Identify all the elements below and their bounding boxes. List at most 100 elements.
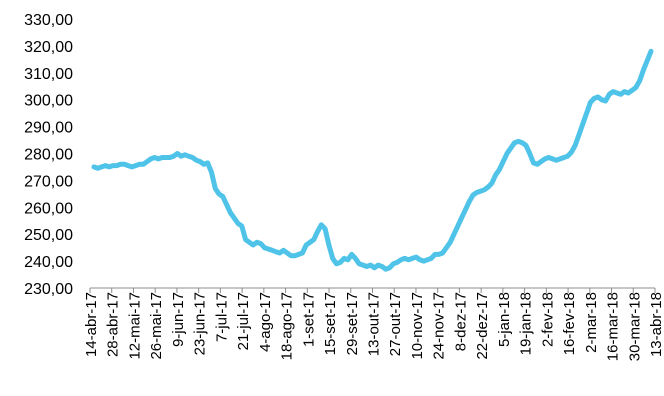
data-point (315, 229, 320, 234)
data-point (622, 89, 627, 94)
data-point (455, 223, 460, 229)
data-point (194, 158, 199, 163)
data-point (357, 261, 362, 266)
data-point (501, 159, 506, 164)
data-point (584, 110, 589, 116)
data-point (626, 90, 631, 96)
data-point (307, 240, 313, 245)
data-point (595, 94, 601, 100)
x-tick-label: 30-mar-18 (626, 292, 643, 361)
data-point (565, 153, 570, 159)
data-point (285, 250, 290, 256)
x-tick-label: 8-dez-17 (452, 292, 469, 351)
data-point (466, 199, 472, 205)
data-point (186, 153, 191, 159)
y-tick-label: 270,00 (24, 173, 73, 190)
x-tick-label: 15-set-17 (322, 292, 339, 355)
data-point (326, 242, 332, 248)
data-point (322, 226, 328, 232)
data-point (573, 143, 578, 148)
data-point (538, 159, 544, 164)
data-point (353, 256, 358, 261)
data-point (607, 92, 612, 97)
data-point (224, 202, 229, 207)
x-tick-label: 10-nov-17 (409, 292, 426, 360)
data-point (292, 253, 298, 258)
data-point (129, 164, 135, 170)
data-point (398, 257, 404, 262)
data-point (296, 252, 301, 257)
data-point (516, 139, 521, 144)
data-point (368, 262, 373, 268)
data-point (247, 240, 252, 245)
data-point (383, 266, 388, 272)
y-tick-label: 300,00 (24, 93, 73, 110)
data-point (603, 98, 608, 104)
data-point (360, 262, 366, 268)
data-point (235, 221, 241, 226)
data-point (167, 155, 172, 160)
data-point (338, 260, 343, 265)
data-point (345, 257, 351, 262)
data-point (273, 249, 279, 254)
data-point (262, 245, 267, 250)
data-point (91, 164, 97, 170)
y-tick-label: 320,00 (24, 39, 73, 56)
data-point (648, 49, 654, 54)
data-point (205, 160, 210, 166)
x-tick-label: 24-nov-17 (431, 292, 448, 360)
y-tick-label: 310,00 (24, 66, 73, 83)
data-point (417, 257, 423, 262)
data-point (485, 184, 491, 190)
data-point (175, 151, 180, 156)
data-point (118, 162, 123, 167)
data-point (459, 215, 464, 221)
data-point (144, 159, 150, 164)
data-point (410, 256, 415, 261)
data-point (527, 151, 532, 156)
data-point (300, 250, 305, 256)
data-point (303, 242, 309, 248)
x-tick-label: 28-abr-17 (105, 292, 122, 357)
data-point (114, 163, 119, 168)
data-point (243, 237, 248, 242)
data-point (425, 257, 430, 262)
data-point (163, 155, 169, 160)
data-point (610, 89, 616, 94)
data-point (391, 261, 396, 266)
y-tick-label: 260,00 (24, 200, 73, 217)
x-tick-label: 13-abr-18 (648, 292, 664, 357)
x-tick-label: 13-out-17 (366, 292, 383, 356)
data-point (387, 265, 392, 271)
data-point (546, 155, 551, 160)
data-point (379, 264, 385, 269)
data-point (250, 242, 256, 248)
data-point (160, 155, 165, 160)
data-point (190, 155, 195, 160)
data-point (413, 254, 419, 260)
data-point (432, 252, 438, 257)
data-point (330, 256, 335, 261)
data-point (470, 192, 476, 198)
data-point (364, 264, 370, 269)
data-point (220, 194, 226, 199)
data-point (394, 260, 400, 265)
data-point (277, 250, 282, 256)
data-point (588, 100, 593, 105)
data-point (125, 163, 131, 168)
data-point (178, 153, 184, 159)
data-point (535, 162, 540, 167)
data-point (171, 153, 176, 159)
data-point (599, 97, 604, 102)
x-tick-label: 4-ago-17 (257, 292, 274, 352)
data-point (372, 265, 377, 271)
data-point (580, 121, 585, 127)
data-point (519, 140, 525, 145)
data-point (281, 248, 286, 253)
data-point (156, 156, 161, 162)
x-tick-label: 5-jan-18 (496, 292, 513, 347)
data-point (349, 252, 354, 257)
y-tick-label: 330,00 (24, 12, 73, 29)
data-point (554, 158, 559, 163)
data-point (633, 85, 639, 90)
